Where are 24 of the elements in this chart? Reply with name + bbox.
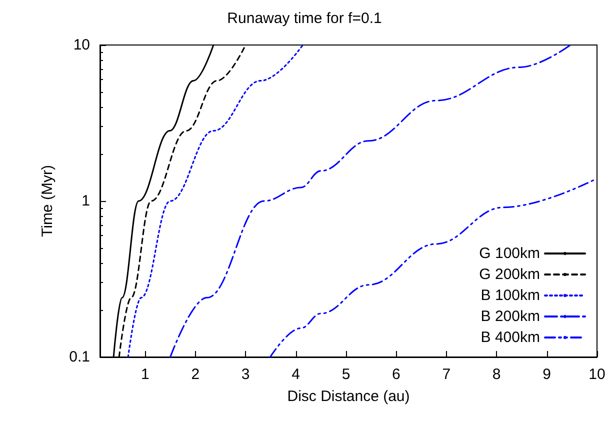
x-tick-label: 7 xyxy=(442,366,451,383)
y-tick-label: 0.1 xyxy=(69,348,90,366)
line-series xyxy=(127,44,304,358)
x-tick-label: 3 xyxy=(241,366,250,383)
legend-label: B 100km xyxy=(480,287,540,304)
line-series xyxy=(170,44,572,358)
legend-label: B 400km xyxy=(480,329,540,346)
y-axis-title: Time (Myr) xyxy=(39,165,56,237)
x-tick-label: 8 xyxy=(492,366,501,383)
y-tick-label: 10 xyxy=(73,36,90,54)
legend-label: B 200km xyxy=(480,308,540,325)
y-tick-label: 1 xyxy=(82,192,90,210)
x-tick-label: 2 xyxy=(191,366,200,383)
x-tick-label: 5 xyxy=(342,366,350,383)
x-tick-label: 9 xyxy=(542,366,551,383)
x-tick-label: 1 xyxy=(141,366,150,383)
x-axis-title: Disc Distance (au) xyxy=(287,388,410,405)
x-tick-label: 10 xyxy=(588,366,606,383)
x-tick-label: 4 xyxy=(292,366,300,383)
x-tick-label: 6 xyxy=(392,366,400,383)
legend-label: G 100km xyxy=(479,245,540,262)
line-series xyxy=(269,178,596,358)
chart-title: Runaway time for f=0.1 xyxy=(227,10,382,27)
legend-label: G 200km xyxy=(479,266,540,283)
